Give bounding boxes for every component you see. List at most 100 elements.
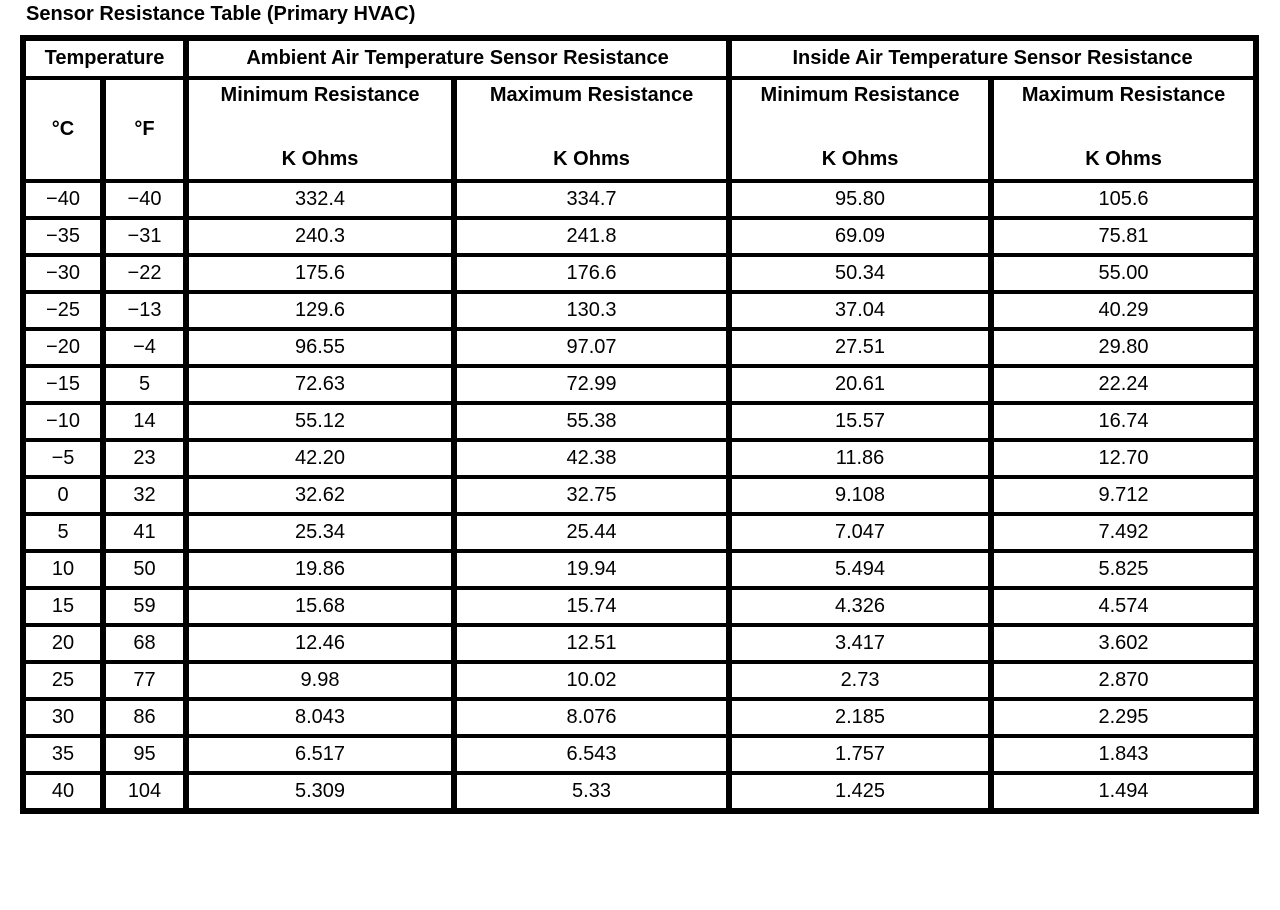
table-cell: 69.09: [726, 216, 995, 257]
table-row: 0 32 32.62 32.75 9.108 9.712: [20, 475, 1260, 516]
table-cell: −22: [99, 253, 190, 294]
table-cell: 22.24: [988, 364, 1260, 405]
table-cell: 23: [99, 438, 190, 479]
table-row: 20 68 12.46 12.51 3.417 3.602: [20, 623, 1260, 664]
table-cell: 32.75: [451, 475, 733, 516]
table-cell: 25.44: [451, 512, 733, 553]
table-cell: 5.494: [726, 549, 995, 590]
table-cell: 42.38: [451, 438, 733, 479]
table-cell: 176.6: [451, 253, 733, 294]
page-title: Sensor Resistance Table (Primary HVAC): [26, 3, 416, 25]
table-cell: 332.4: [183, 179, 458, 220]
table-row: 30 86 8.043 8.076 2.185 2.295: [20, 697, 1260, 738]
header-row-groups: Temperature Ambient Air Temperature Sens…: [19, 36, 1260, 80]
table-cell: 8.043: [183, 697, 458, 738]
table-cell: −40: [20, 179, 106, 220]
min-resistance-label: Minimum Resistance: [220, 84, 420, 106]
table-cell: 29.80: [988, 327, 1260, 368]
table-cell: 55.00: [988, 253, 1260, 294]
k-ohms-label: K Ohms: [821, 148, 899, 170]
table-cell: 130.3: [451, 290, 733, 331]
table-cell: 37.04: [726, 290, 995, 331]
header-inside-max: Maximum Resistance K Ohms: [988, 76, 1260, 183]
table-cell: 86: [99, 697, 190, 738]
table-cell: 25.34: [183, 512, 458, 553]
table-cell: 241.8: [451, 216, 733, 257]
table-cell: 59: [99, 586, 190, 627]
table-cell: −31: [99, 216, 190, 257]
table-cell: 14: [99, 401, 190, 442]
table-cell: 1.425: [726, 771, 995, 813]
table-cell: 15.57: [726, 401, 995, 442]
table-cell: −35: [20, 216, 106, 257]
table-cell: 35: [20, 734, 106, 775]
header-row-columns: °C °F Minimum Resistance K Ohms Maximum …: [20, 76, 1260, 183]
table-cell: 9.98: [183, 660, 458, 701]
table-cell: 6.517: [183, 734, 458, 775]
table-cell: 2.73: [726, 660, 995, 701]
table-cell: −13: [99, 290, 190, 331]
table-row: −40 −40 332.4 334.7 95.80 105.6: [20, 179, 1260, 220]
table-cell: 2.295: [988, 697, 1260, 738]
k-ohms-label: K Ohms: [1085, 148, 1162, 170]
table-cell: 105.6: [988, 179, 1260, 220]
table-cell: 95.80: [726, 179, 995, 220]
table-cell: 9.108: [726, 475, 995, 516]
table-cell: 96.55: [183, 327, 458, 368]
table-cell: 77: [99, 660, 190, 701]
table-row: 15 59 15.68 15.74 4.326 4.574: [20, 586, 1260, 627]
table-cell: 30: [20, 697, 106, 738]
table-cell: 5.309: [183, 771, 458, 813]
table-cell: 68: [99, 623, 190, 664]
table-cell: 19.86: [183, 549, 458, 590]
table-row: 10 50 19.86 19.94 5.494 5.825: [20, 549, 1260, 590]
table-row: 40 104 5.309 5.33 1.425 1.494: [20, 771, 1260, 813]
table-cell: −4: [99, 327, 190, 368]
table-cell: −10: [20, 401, 106, 442]
table-cell: 25: [20, 660, 106, 701]
table-cell: 5: [20, 512, 106, 553]
table-cell: 72.99: [451, 364, 733, 405]
table-cell: 19.94: [451, 549, 733, 590]
table-cell: 15.74: [451, 586, 733, 627]
header-temperature: Temperature: [19, 36, 190, 80]
table-cell: −20: [20, 327, 106, 368]
table-cell: 0: [20, 475, 106, 516]
header-inside-sensor: Inside Air Temperature Sensor Resistance: [726, 36, 1260, 80]
table-cell: 42.20: [183, 438, 458, 479]
table-row: −15 5 72.63 72.99 20.61 22.24: [20, 364, 1260, 405]
table-cell: 20.61: [726, 364, 995, 405]
table-body: −40 −40 332.4 334.7 95.80 105.6 −35 −31 240.3 241…: [20, 179, 1260, 813]
table-cell: 7.492: [988, 512, 1260, 553]
table-cell: 1.494: [988, 771, 1260, 813]
table-cell: 75.81: [988, 216, 1260, 257]
header-ambient-min: Minimum Resistance K Ohms: [183, 76, 458, 183]
table-cell: 240.3: [183, 216, 458, 257]
table-cell: 12.51: [451, 623, 733, 664]
table-cell: 1.757: [726, 734, 995, 775]
table-cell: 15.68: [183, 586, 458, 627]
table-cell: 2.870: [988, 660, 1260, 701]
table-cell: 41: [99, 512, 190, 553]
table-cell: 9.712: [988, 475, 1260, 516]
table-cell: 7.047: [726, 512, 995, 553]
table-cell: 50: [99, 549, 190, 590]
min-resistance-label: Minimum Resistance: [760, 84, 960, 106]
table-row: 5 41 25.34 25.44 7.047 7.492: [20, 512, 1260, 553]
table-row: −20 −4 96.55 97.07 27.51 29.80: [20, 327, 1260, 368]
table-cell: 72.63: [183, 364, 458, 405]
table-cell: 40: [20, 771, 106, 813]
table-cell: 175.6: [183, 253, 458, 294]
table-cell: 20: [20, 623, 106, 664]
table-cell: 32.62: [183, 475, 458, 516]
table-cell: 129.6: [183, 290, 458, 331]
table-cell: 5: [99, 364, 190, 405]
table-cell: 5.33: [451, 771, 733, 813]
table-cell: 40.29: [988, 290, 1260, 331]
table-cell: 3.417: [726, 623, 995, 664]
sensor-resistance-table: Temperature Ambient Air Temperature Sens…: [19, 35, 1260, 814]
table-cell: 12.46: [183, 623, 458, 664]
table-cell: 4.326: [726, 586, 995, 627]
table-row: 35 95 6.517 6.543 1.757 1.843: [20, 734, 1260, 775]
